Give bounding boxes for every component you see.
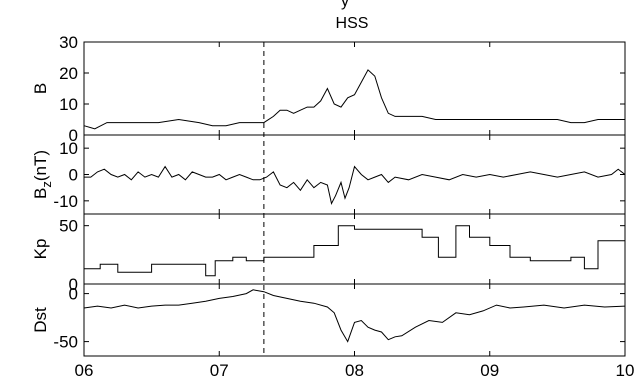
y-tick-label: 10 — [59, 139, 78, 158]
y-tick-label: 20 — [59, 64, 78, 83]
y-tick-label: -50 — [53, 333, 78, 352]
y-axis-label-subscript: z — [39, 181, 54, 188]
panel-0: 0 10 20 30 B — [31, 33, 626, 145]
series-line — [83, 289, 626, 343]
x-tick-label: 09 — [480, 361, 499, 380]
y-tick-label: -10 — [53, 192, 78, 211]
y-tick-label: 10 — [59, 95, 78, 114]
y-tick-label: 0 — [69, 275, 78, 294]
y-tick-label: 50 — [59, 217, 78, 236]
panel-3: -50 0 Dst — [31, 283, 626, 357]
y-tick-label: 0 — [69, 285, 78, 304]
y-axis-label-main: Kp — [31, 239, 50, 260]
x-tick-label: 07 — [210, 361, 229, 380]
series-line — [84, 225, 625, 277]
y-tick-label: 0 — [69, 126, 78, 145]
y-axis-label-main: B — [31, 83, 50, 94]
y-axis-label: B — [31, 83, 50, 94]
y-tick-label: 30 — [59, 33, 78, 52]
y-axis-label-main: B — [31, 188, 50, 199]
panel-frame — [83, 283, 626, 357]
panel-frame — [83, 41, 626, 136]
panel-1: -10 0 10 Bz(nT) — [31, 134, 626, 215]
y-axis-label: Bz(nT) — [31, 150, 54, 199]
panel-2: 0 50 Kp — [31, 213, 626, 294]
panel-frame — [83, 213, 626, 285]
series-line — [83, 69, 625, 130]
x-tick-label: 06 — [75, 361, 94, 380]
y-tick-label: 0 — [69, 166, 78, 185]
y-axis-label-suffix: (nT) — [31, 150, 50, 181]
x-tick-labels: 06 07 08 09 10 — [75, 361, 635, 380]
top-text-fragment: y — [341, 0, 349, 10]
series-line — [84, 165, 626, 205]
y-axis-label: Dst — [31, 307, 50, 333]
y-axis-label: Kp — [31, 239, 50, 260]
y-axis-label-main: Dst — [31, 307, 50, 333]
x-tick-label: 08 — [345, 361, 364, 380]
chart-title: HSS — [336, 15, 369, 32]
x-tick-label: 10 — [616, 361, 635, 380]
